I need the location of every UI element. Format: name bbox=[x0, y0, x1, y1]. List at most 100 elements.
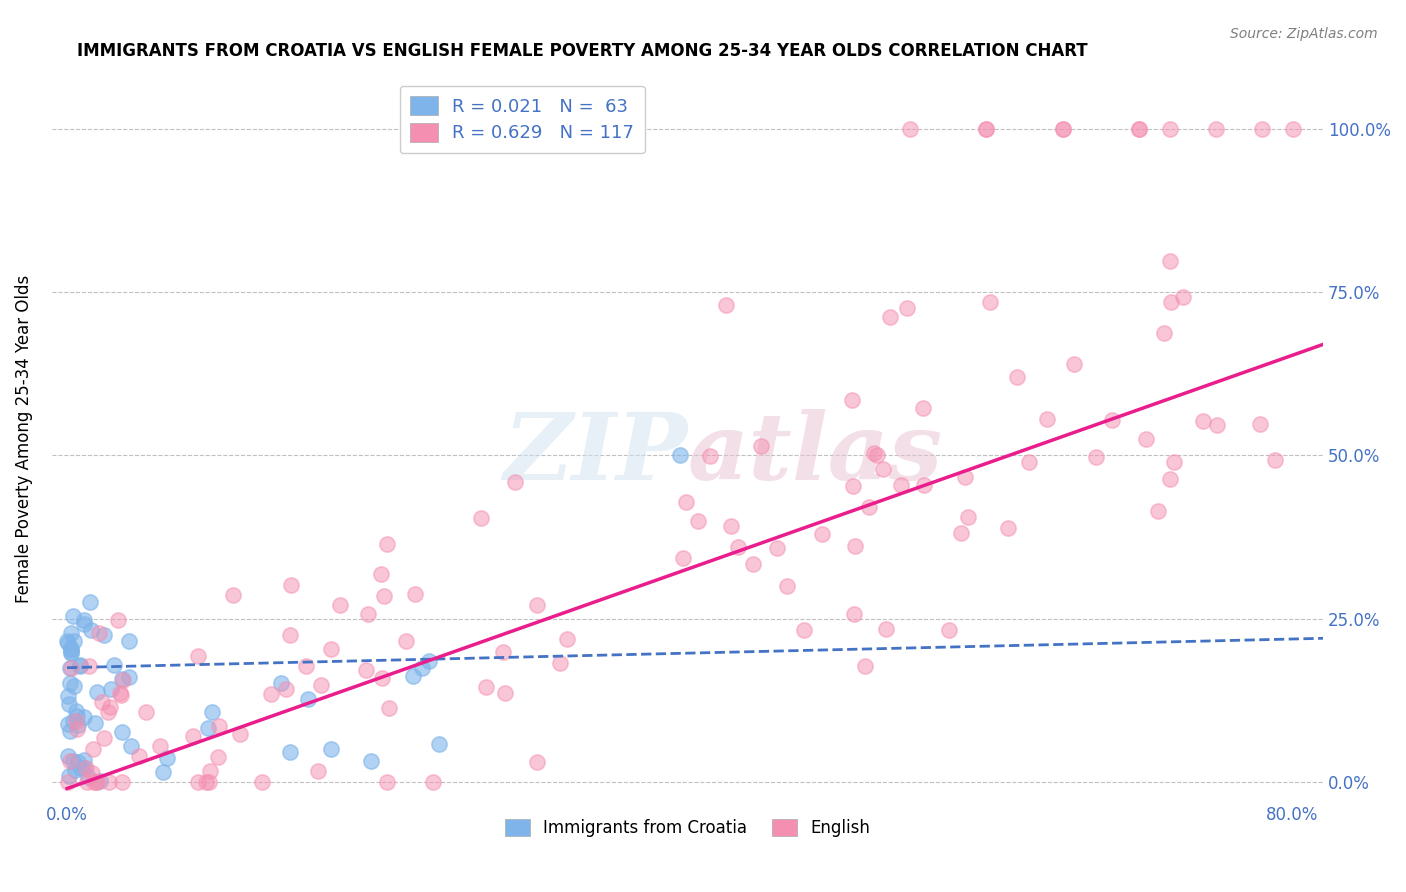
Point bbox=[668, 449, 690, 463]
Point bbox=[402, 669, 425, 683]
Point bbox=[58, 769, 80, 783]
Text: ZIP: ZIP bbox=[503, 409, 688, 499]
Point bbox=[56, 775, 79, 789]
Point bbox=[59, 646, 82, 660]
Point bbox=[198, 764, 221, 779]
Point bbox=[912, 401, 935, 415]
Point bbox=[59, 661, 82, 675]
Point bbox=[1128, 121, 1150, 136]
Point bbox=[974, 121, 997, 136]
Point bbox=[842, 607, 865, 621]
Point bbox=[979, 294, 1001, 309]
Point bbox=[83, 775, 105, 789]
Point bbox=[896, 301, 918, 315]
Legend: Immigrants from Croatia, English: Immigrants from Croatia, English bbox=[498, 813, 877, 844]
Point bbox=[370, 671, 392, 685]
Point bbox=[492, 645, 515, 659]
Point bbox=[765, 541, 787, 556]
Point bbox=[1191, 414, 1213, 428]
Point bbox=[194, 775, 217, 789]
Point bbox=[879, 310, 901, 324]
Point bbox=[1159, 254, 1181, 268]
Point bbox=[526, 599, 548, 613]
Point bbox=[62, 634, 84, 648]
Point bbox=[80, 765, 103, 780]
Point bbox=[1101, 413, 1123, 427]
Point bbox=[494, 686, 516, 700]
Point bbox=[278, 745, 301, 759]
Point bbox=[1163, 455, 1185, 469]
Point bbox=[208, 718, 231, 732]
Point bbox=[375, 775, 398, 789]
Point bbox=[69, 658, 91, 673]
Point bbox=[112, 673, 135, 687]
Point bbox=[503, 475, 526, 490]
Point bbox=[411, 661, 433, 675]
Point bbox=[427, 737, 450, 751]
Point bbox=[66, 723, 89, 737]
Point bbox=[749, 439, 772, 453]
Text: atlas: atlas bbox=[688, 409, 942, 499]
Point bbox=[118, 670, 141, 684]
Point bbox=[80, 624, 103, 638]
Point bbox=[201, 705, 224, 719]
Point bbox=[62, 609, 84, 624]
Point bbox=[86, 774, 108, 789]
Point bbox=[557, 632, 579, 647]
Point bbox=[1159, 121, 1181, 136]
Point bbox=[375, 536, 398, 550]
Point bbox=[1249, 417, 1271, 431]
Point bbox=[100, 681, 122, 696]
Point bbox=[875, 622, 897, 636]
Point bbox=[842, 479, 865, 493]
Point bbox=[72, 613, 94, 627]
Point bbox=[1264, 453, 1286, 467]
Point bbox=[912, 477, 935, 491]
Point bbox=[858, 500, 880, 515]
Point bbox=[84, 715, 107, 730]
Point bbox=[1171, 290, 1194, 304]
Point bbox=[974, 121, 997, 136]
Point bbox=[56, 689, 79, 703]
Point bbox=[97, 775, 120, 789]
Point bbox=[110, 689, 132, 703]
Point bbox=[121, 739, 143, 753]
Y-axis label: Female Poverty Among 25-34 Year Olds: Female Poverty Among 25-34 Year Olds bbox=[15, 275, 32, 603]
Point bbox=[98, 699, 121, 714]
Point bbox=[58, 636, 80, 650]
Point bbox=[270, 676, 292, 690]
Point bbox=[418, 654, 440, 668]
Point bbox=[370, 567, 392, 582]
Point bbox=[62, 714, 84, 729]
Point bbox=[87, 626, 110, 640]
Point bbox=[59, 754, 82, 768]
Point bbox=[395, 634, 418, 648]
Point bbox=[222, 588, 245, 602]
Point bbox=[470, 511, 492, 525]
Point bbox=[776, 579, 799, 593]
Point bbox=[128, 748, 150, 763]
Point bbox=[280, 578, 302, 592]
Point bbox=[187, 775, 209, 789]
Point bbox=[181, 729, 204, 743]
Point bbox=[354, 663, 377, 677]
Point bbox=[69, 658, 91, 673]
Point bbox=[671, 551, 693, 566]
Point bbox=[62, 679, 84, 693]
Point bbox=[149, 739, 172, 754]
Point bbox=[297, 692, 319, 706]
Point bbox=[97, 705, 120, 719]
Point bbox=[1128, 121, 1150, 136]
Point bbox=[250, 775, 273, 789]
Point bbox=[56, 633, 79, 648]
Point bbox=[111, 725, 134, 739]
Point bbox=[103, 658, 125, 673]
Point bbox=[1281, 121, 1303, 136]
Point bbox=[1052, 121, 1074, 136]
Point bbox=[65, 714, 87, 728]
Point bbox=[898, 121, 921, 136]
Point bbox=[307, 764, 329, 779]
Point bbox=[93, 628, 115, 642]
Point bbox=[866, 448, 889, 462]
Point bbox=[229, 726, 252, 740]
